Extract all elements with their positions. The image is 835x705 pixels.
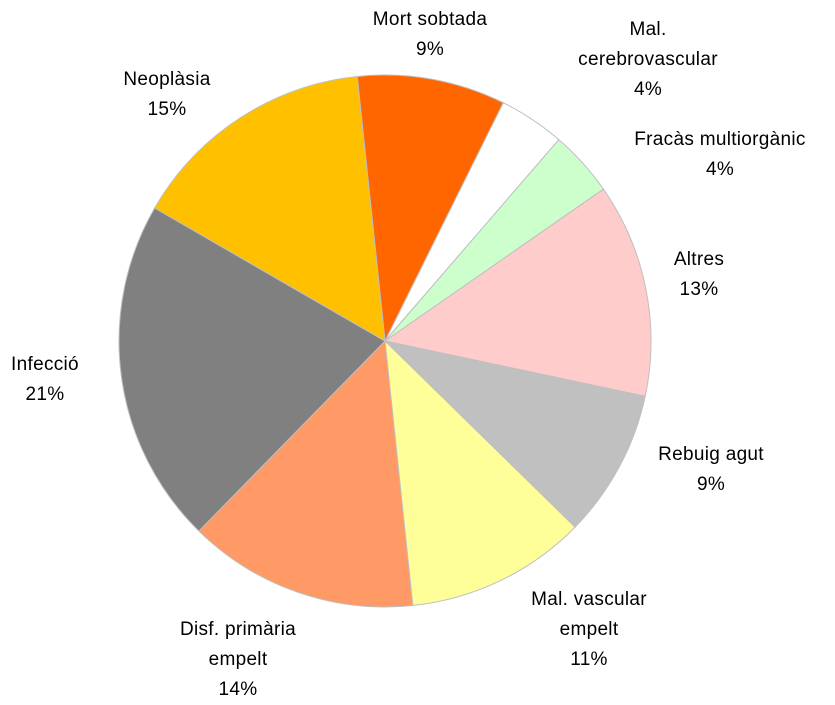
category-label: Mal. vascular empelt	[531, 589, 647, 640]
pie-slice	[198, 339, 414, 608]
slice-label: Infecció 21%	[0, 350, 95, 410]
category-label: Rebuig agut	[658, 444, 764, 465]
slice-label: Neoplàsia 15%	[97, 65, 237, 125]
slice-label: Fracàs multiorgànic 4%	[605, 125, 835, 185]
slice-label: Mort sobtada 9%	[340, 5, 520, 65]
category-label: Mort sobtada	[372, 9, 488, 30]
category-label: Altres	[673, 249, 725, 270]
category-label: Infecció	[11, 354, 79, 375]
category-label: Disf. primària empelt	[179, 619, 297, 670]
slice-label: Rebuig agut 9%	[631, 440, 791, 500]
category-label: Fracàs multiorgànic	[634, 129, 806, 150]
value-label: 11%	[570, 649, 608, 670]
pie-slice	[118, 207, 386, 532]
slice-label: Altres 13%	[639, 245, 759, 305]
slice-label: Mal. vascular empelt 11%	[519, 585, 659, 675]
value-label: 14%	[218, 679, 258, 700]
value-label: 21%	[25, 384, 65, 405]
slice-label: Mal. cerebrovascular 4%	[573, 15, 723, 105]
pie-slice	[356, 74, 504, 343]
pie-slice	[384, 339, 576, 607]
pie-slice	[383, 188, 652, 397]
category-label: Neoplàsia	[123, 69, 211, 90]
value-label: 15%	[147, 99, 187, 120]
value-label: 13%	[679, 279, 719, 300]
value-label: 9%	[696, 474, 726, 495]
pie-slice	[153, 75, 386, 342]
slice-label: Disf. primària empelt 14%	[158, 615, 318, 705]
value-label: 4%	[705, 159, 735, 180]
pie-slice	[383, 340, 646, 528]
value-label: 4%	[633, 79, 663, 100]
value-label: 9%	[415, 39, 445, 60]
category-label: Mal. cerebrovascular	[578, 19, 718, 70]
